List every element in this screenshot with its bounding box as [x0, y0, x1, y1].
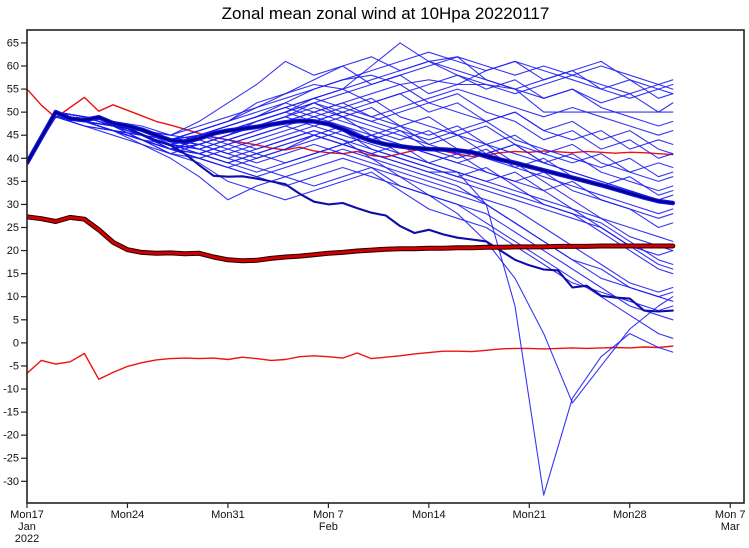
x-axis-tick-label: Mon 7: [715, 509, 746, 521]
ensemble-member-line: [27, 116, 674, 404]
control-forecast-line: [27, 112, 674, 313]
plot-frame: [26, 29, 745, 504]
ensemble-member-line: [27, 111, 674, 298]
plot-series: [27, 42, 676, 496]
x-axis-tick-label: Mar: [721, 521, 740, 533]
clim-mean-line-edge: [27, 214, 676, 264]
x-axis-tick-label: Feb: [319, 521, 338, 533]
x-axis-tick-label: Mon14: [412, 509, 446, 521]
x-axis-tick-label: Mon24: [111, 509, 145, 521]
ensemble-member-line: [27, 116, 674, 312]
y-axis-tick-label: 45: [7, 130, 19, 142]
y-axis-tick-label: 25: [7, 222, 19, 234]
x-axis-tick-label: Mon31: [211, 509, 245, 521]
y-axis-tick-label: 15: [7, 268, 19, 280]
y-axis-tick-label: 10: [7, 291, 19, 303]
x-axis-tick-label: Mon17: [10, 509, 44, 521]
ensemble-mean-line: [27, 110, 674, 205]
y-axis-tick-label: -5: [9, 360, 19, 372]
ensemble-member-line: [27, 111, 674, 293]
y-axis-tick-label: 55: [7, 84, 19, 96]
y-axis-tick-label: 65: [7, 37, 19, 49]
ensemble-member-line: [27, 102, 674, 196]
clim-lower-line: [27, 345, 674, 380]
y-axis-tick-label: -15: [3, 407, 19, 419]
y-axis-tick-label: 50: [7, 107, 19, 119]
chart-title: Zonal mean zonal wind at 10Hpa 20220117: [221, 4, 550, 23]
y-axis-tick-label: 35: [7, 176, 19, 188]
y-axis-tick-label: 40: [7, 153, 19, 165]
y-axis-tick-label: 30: [7, 199, 19, 211]
clim-mean-line: [27, 215, 675, 263]
y-axis-tick-label: 20: [7, 245, 19, 257]
y-axis-tick-label: -10: [3, 384, 19, 396]
x-axis-tick-label: Mon 7: [313, 509, 344, 521]
y-axis-tick-label: -20: [3, 430, 19, 442]
ensemble-member-line: [27, 111, 674, 302]
y-axis-tick-label: -25: [3, 453, 19, 465]
clim-upper-line: [27, 88, 674, 158]
y-axis-tick-label: 0: [13, 337, 19, 349]
y-axis-tick-label: 60: [7, 60, 19, 72]
x-axis-tick-label: 2022: [15, 533, 39, 545]
x-axis-tick-label: Mon21: [512, 509, 546, 521]
y-axis-tick-label: 5: [13, 314, 19, 326]
y-axis-tick-label: -30: [3, 476, 19, 488]
x-axis-tick-label: Mon28: [613, 509, 647, 521]
x-axis-tick-label: Jan: [18, 521, 36, 533]
axes: -30 -25 -20 -15 -10 -5 0 5 10 15 20 25 30 35 40 45 50 55 6…: [3, 37, 745, 545]
